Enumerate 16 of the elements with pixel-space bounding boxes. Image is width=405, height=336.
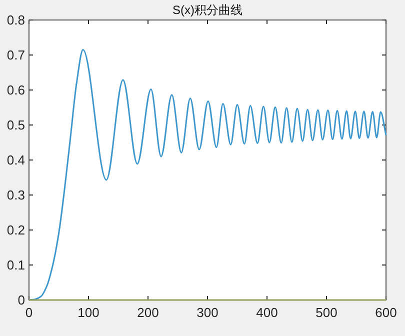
chart-title: S(x)积分曲线 — [172, 3, 242, 17]
x-tick-label: 600 — [375, 305, 397, 320]
x-tick-label: 500 — [316, 305, 338, 320]
y-tick-label: 0.2 — [6, 222, 25, 238]
x-tick-label: 300 — [196, 305, 218, 320]
y-tick-label: 0.6 — [6, 82, 25, 98]
y-tick-label: 0.5 — [6, 118, 25, 132]
y-tick-label: 0.4 — [6, 152, 25, 168]
y-tick-label: 0 — [18, 292, 25, 308]
x-tick-label: 200 — [137, 305, 159, 320]
y-tick-label: 0.1 — [6, 258, 25, 272]
y-tick-label: 0.3 — [6, 188, 25, 202]
x-tick-label: 400 — [256, 305, 278, 320]
y-tick-label: 0.7 — [6, 48, 25, 62]
x-tick-label: 100 — [78, 305, 100, 320]
y-tick-label: 0.8 — [6, 12, 25, 28]
